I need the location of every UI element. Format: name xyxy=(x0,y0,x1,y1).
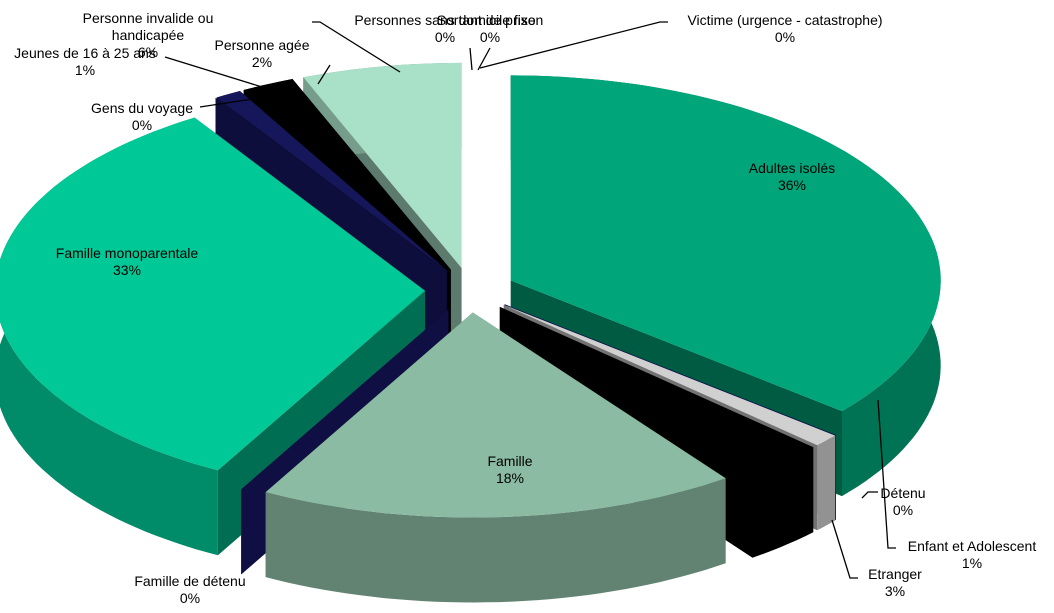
slice xyxy=(510,75,941,412)
label-name: Jeunes de 16 à 25 ans xyxy=(14,45,156,61)
label-value: 0% xyxy=(479,29,501,45)
leader-line xyxy=(479,21,668,69)
data-label: Adultes isolés 36% xyxy=(732,160,852,194)
leader-lines xyxy=(164,21,896,579)
data-label: Victime (urgence - catastrophe) 0% xyxy=(665,12,905,46)
leader-line xyxy=(164,56,289,96)
data-label: Etranger 3% xyxy=(855,566,935,600)
leader-line xyxy=(477,47,491,71)
slice xyxy=(243,79,451,270)
slice xyxy=(503,304,836,446)
slice xyxy=(0,117,425,471)
label-value: 0% xyxy=(179,590,201,606)
slices xyxy=(0,62,941,603)
label-value: 1% xyxy=(961,555,983,571)
label-name: Sortant de prison xyxy=(436,12,544,28)
label-name: Personne invalide ou handicapée xyxy=(82,10,214,43)
slice xyxy=(215,97,446,272)
data-label: Sortant de prison 0% xyxy=(430,12,550,46)
data-label: Détenu 0% xyxy=(873,485,933,519)
label-name: Famille monoparentale xyxy=(55,245,199,261)
label-value: 2% xyxy=(251,54,273,70)
slice-side xyxy=(817,435,836,531)
leader-line xyxy=(861,491,878,499)
slice-side xyxy=(265,478,726,603)
leader-line xyxy=(312,21,401,73)
label-name: Gens du voyage xyxy=(91,100,193,116)
leader-line xyxy=(317,64,331,85)
slice-side xyxy=(752,447,814,558)
leader-line xyxy=(831,519,858,579)
label-name: Enfant et Adolescent xyxy=(907,538,1037,554)
label-name: Etranger xyxy=(868,566,922,582)
label-value: 18% xyxy=(495,470,525,486)
data-label: Jeunes de 16 à 25 ans 1% xyxy=(0,45,170,79)
label-name: Famille xyxy=(487,453,533,469)
label-value: 0% xyxy=(434,29,456,45)
label-name: Personnes sans domicile fixe xyxy=(354,12,536,28)
label-name: Personne agée xyxy=(214,37,310,53)
label-name: Détenu xyxy=(880,485,926,501)
label-value: 3% xyxy=(884,583,906,599)
slice xyxy=(499,306,814,473)
label-value: 33% xyxy=(112,262,142,278)
slice xyxy=(504,304,836,435)
label-name: Adultes isolés xyxy=(748,160,836,176)
data-label: Famille monoparentale 33% xyxy=(27,245,227,279)
label-value: 36% xyxy=(777,177,807,193)
label-value: 0% xyxy=(774,29,796,45)
data-label: Famille de détenu 0% xyxy=(115,573,265,607)
data-label: Personnes sans domicile fixe 0% xyxy=(335,12,555,46)
leader-line xyxy=(469,47,473,71)
label-value: 1% xyxy=(74,62,96,78)
label-name: Victime (urgence - catastrophe) xyxy=(687,12,883,28)
label-name: Famille de détenu xyxy=(134,573,246,589)
label-value: 0% xyxy=(131,117,153,133)
slice xyxy=(303,62,462,268)
label-value: 6% xyxy=(137,44,159,60)
slice xyxy=(241,309,449,490)
data-label: Personne agée 2% xyxy=(207,37,317,71)
data-label: Enfant et Adolescent 1% xyxy=(892,538,1052,572)
leader-line xyxy=(877,399,896,549)
data-label: Personne invalide ou handicapée 6% xyxy=(63,10,233,61)
data-label: Famille 18% xyxy=(450,453,570,487)
data-label: Gens du voyage 0% xyxy=(82,100,202,134)
label-value: 0% xyxy=(892,502,914,518)
slice xyxy=(216,91,448,271)
leader-line xyxy=(199,95,273,108)
slice xyxy=(265,312,726,518)
